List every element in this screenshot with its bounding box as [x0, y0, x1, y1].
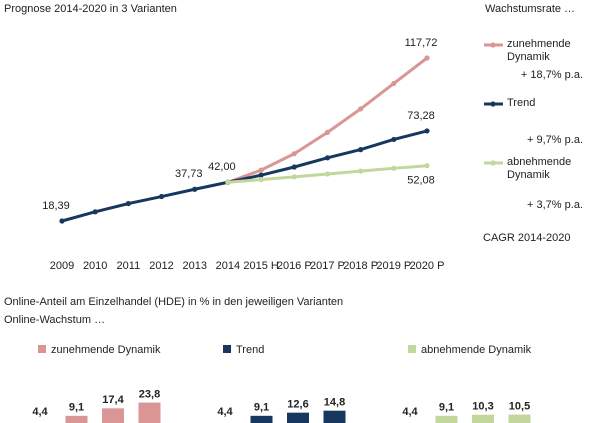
legend-label: abnehmende Dynamik	[507, 156, 572, 181]
point	[324, 155, 331, 161]
legend-marker	[490, 42, 496, 48]
bar	[65, 415, 88, 423]
legend-rate: + 18,7% p.a.	[521, 69, 583, 81]
bar	[472, 414, 494, 423]
data-label: 42,00	[208, 161, 236, 173]
point	[424, 128, 430, 134]
point	[92, 209, 98, 215]
data-label: 17,4	[102, 394, 124, 406]
point	[59, 218, 65, 224]
point	[258, 167, 264, 173]
footer-subtitle: Online-Wachstum …	[4, 314, 105, 326]
point	[291, 164, 297, 170]
point	[158, 193, 165, 200]
data-label: 10,3	[472, 401, 493, 413]
point	[291, 174, 297, 180]
bar	[102, 408, 124, 423]
data-label: 9,1	[254, 402, 269, 414]
x-tick-label: 2011	[117, 260, 141, 272]
point	[291, 151, 297, 157]
data-label: 10,5	[509, 400, 530, 412]
x-tick-label: 2020 P	[410, 260, 445, 272]
point	[324, 129, 331, 135]
legend-label: abnehmende Dynamik	[421, 344, 532, 356]
legend-label: zunehmende Dynamik	[51, 344, 161, 356]
footer-title: Online-Anteil am Einzelhandel (HDE) in %…	[4, 296, 343, 308]
bar	[138, 402, 161, 423]
point	[324, 171, 331, 177]
x-tick-label: 2016 P	[277, 260, 312, 272]
point	[391, 165, 397, 171]
x-tick-label: 2017 P	[310, 260, 345, 272]
data-label: 23,8	[139, 388, 160, 400]
legend-note: CAGR 2014-2020	[483, 232, 570, 244]
series-line	[61, 129, 428, 223]
legend-title: Wachstumsrate …	[485, 3, 575, 15]
legend-swatch	[408, 345, 416, 353]
x-tick-label: 2019 P	[376, 260, 411, 272]
data-label: 4,4	[217, 406, 233, 418]
x-tick-label: 2009	[50, 260, 74, 272]
data-label: 117,72	[405, 37, 438, 49]
data-label: 4,4	[402, 406, 418, 418]
legend-swatch	[223, 345, 231, 353]
legend-rate: + 3,7% p.a.	[527, 199, 583, 211]
point	[391, 136, 397, 143]
point	[125, 200, 131, 207]
series-line	[227, 56, 428, 184]
legend-rate: + 9,7% p.a.	[527, 134, 583, 146]
x-tick-label: 2018 P	[343, 260, 378, 272]
data-label: 73,28	[407, 110, 435, 122]
data-label: 14,8	[324, 397, 345, 409]
data-label: 9,1	[69, 402, 84, 414]
data-label: 9,1	[439, 402, 454, 414]
bar	[323, 410, 346, 423]
legend-swatch	[38, 345, 46, 353]
data-label: 18,39	[42, 200, 70, 212]
bar	[250, 415, 273, 423]
point	[358, 106, 364, 112]
point	[225, 179, 231, 185]
x-tick-label: 2012	[149, 260, 173, 272]
data-label: 4,4	[32, 406, 48, 418]
point	[192, 186, 198, 192]
x-tick-label: 2010	[83, 260, 107, 272]
point	[258, 177, 264, 183]
point	[424, 163, 430, 169]
x-tick-label: 2013	[182, 260, 206, 272]
x-tick-label: 2014	[216, 260, 240, 272]
data-label: 52,08	[407, 175, 435, 187]
chart-title: Prognose 2014-2020 in 3 Varianten	[4, 3, 177, 15]
point	[391, 80, 397, 87]
bar	[287, 412, 309, 423]
bar	[435, 415, 458, 423]
legend-marker	[490, 160, 496, 166]
legend-marker	[490, 101, 496, 107]
point	[424, 55, 430, 61]
legend-label: Trend	[236, 344, 264, 356]
bar	[508, 414, 531, 423]
point	[258, 172, 264, 178]
legend-label: Trend	[507, 97, 536, 109]
point	[358, 147, 364, 153]
point	[358, 168, 364, 174]
legend-label: zunehmende Dynamik	[507, 38, 571, 63]
data-label: 37,73	[175, 168, 203, 180]
data-label: 12,6	[287, 399, 308, 411]
x-tick-label: 2015 H	[243, 260, 279, 272]
